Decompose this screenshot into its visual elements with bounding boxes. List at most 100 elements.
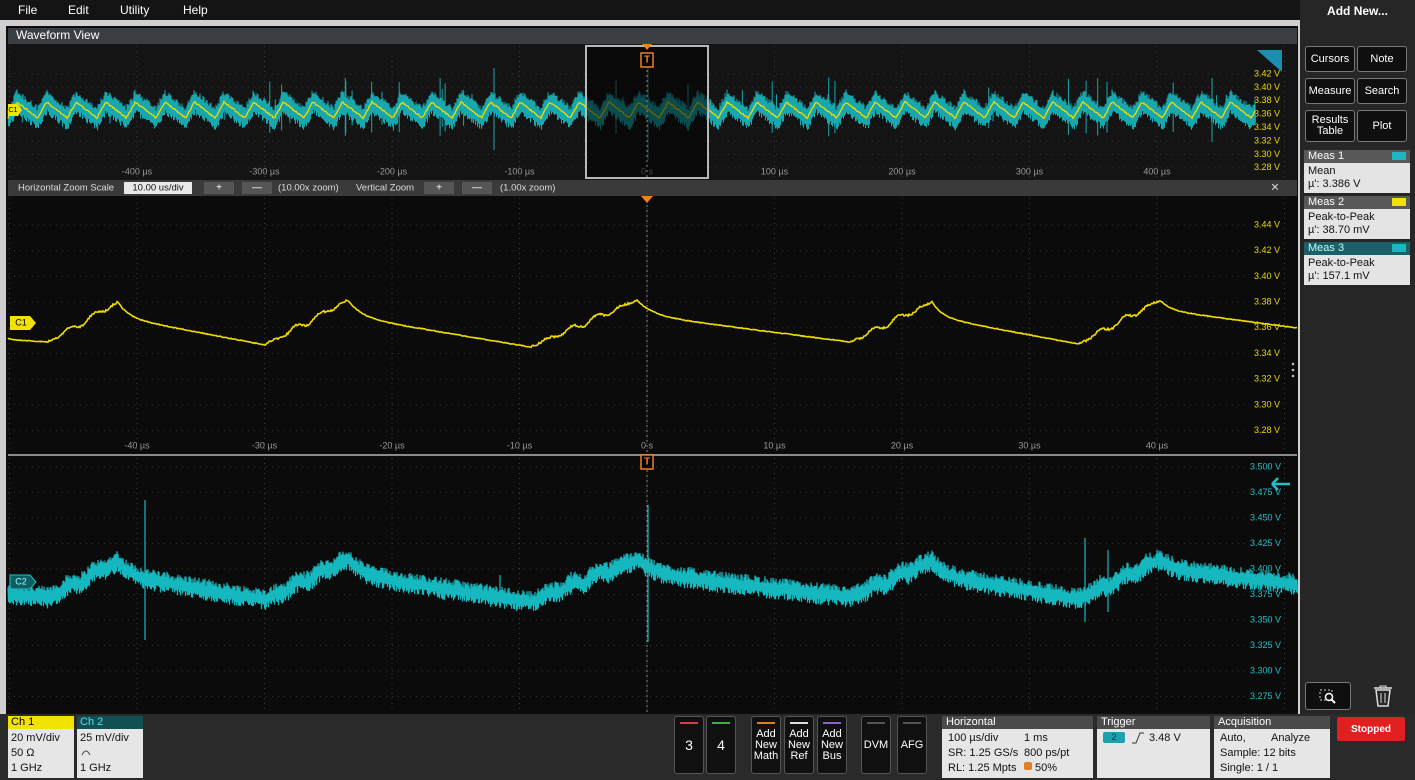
x-tick-label: 200 µs [888, 166, 916, 176]
add-math-label: Add New Math [753, 727, 779, 762]
meas-header[interactable]: Meas 2 [1304, 196, 1410, 209]
menu-item[interactable]: Utility [120, 3, 150, 17]
ch3-button[interactable]: 3 [674, 716, 704, 774]
trigger-marker-label: T [644, 457, 650, 468]
h-scale: 100 µs/div [948, 732, 999, 744]
menu-item[interactable]: File [18, 3, 38, 17]
zoom-tool-button[interactable] [1305, 682, 1351, 710]
x-tick-label: -400 µs [122, 166, 153, 176]
search-button[interactable]: Search [1357, 78, 1407, 104]
x-tick-label: 300 µs [1016, 166, 1044, 176]
menu-item[interactable]: Help [183, 3, 208, 17]
y-tick-label: 3.30 V [1254, 149, 1280, 159]
trigger-source: 2 [1103, 732, 1125, 743]
x-tick-label: -40 µs [124, 440, 150, 450]
meas-source-tag [1392, 198, 1406, 206]
x-tick-label: 30 µs [1018, 440, 1041, 450]
cursors-button[interactable]: Cursors [1305, 46, 1355, 72]
y-tick-label: 3.34 V [1254, 348, 1280, 358]
h-duration: 1 ms [1024, 732, 1048, 744]
h-zoom-factor: (10.00x zoom) [278, 183, 339, 194]
y-tick-label: 3.500 V [1250, 461, 1281, 471]
view-title: Waveform View [16, 28, 100, 42]
acquisition-badge[interactable]: Acquisition Auto, Analyze Sample: 12 bit… [1214, 716, 1330, 778]
plot-button[interactable]: Plot [1357, 110, 1407, 142]
add-bus-label: Add New Bus [820, 727, 843, 762]
x-tick-label: 20 µs [891, 440, 914, 450]
dvm-label: DVM [863, 738, 889, 751]
ch1-badge[interactable]: Ch 1 20 mV/div 50 Ω 1 GHz [8, 716, 74, 778]
x-tick-label: 100 µs [761, 166, 789, 176]
meas-body[interactable]: Mean µ': 3.386 V [1304, 163, 1410, 193]
add-bus-button[interactable]: Add New Bus [817, 716, 847, 774]
y-tick-label: 3.450 V [1250, 512, 1281, 522]
ch1-zoom-trace [7, 298, 1298, 349]
sidebar-title: Add New... [1327, 4, 1388, 18]
y-tick-label: 3.44 V [1254, 219, 1280, 229]
ch2-scale: 25 mV/div [80, 732, 129, 744]
meas-type: Peak-to-Peak [1308, 257, 1375, 269]
channel-tag-label: C2 [15, 576, 27, 586]
y-tick-label: 3.42 V [1254, 245, 1280, 255]
y-tick-label: 3.425 V [1250, 538, 1281, 548]
menu-item[interactable]: Edit [68, 3, 89, 17]
meas-header[interactable]: Meas 3 [1304, 242, 1410, 255]
ch4-button[interactable]: 4 [706, 716, 736, 774]
meas-source-tag [1392, 244, 1406, 252]
trigger-badge[interactable]: Trigger 2 3.48 V [1097, 716, 1210, 778]
measure-button[interactable]: Measure [1305, 78, 1355, 104]
y-tick-label: 3.300 V [1250, 665, 1281, 675]
zoom-out-button[interactable] [242, 182, 272, 194]
horizontal-badge[interactable]: Horizontal 100 µs/div 1 ms SR: 1.25 GS/s… [942, 716, 1093, 778]
y-tick-label: 3.325 V [1250, 640, 1281, 650]
y-tick-label: 3.42 V [1254, 68, 1280, 78]
x-tick-label: -200 µs [377, 166, 408, 176]
h-position-icon [1024, 762, 1032, 770]
y-tick-label: 3.38 V [1254, 296, 1280, 306]
acq-count: Single: 1 / 1 [1220, 762, 1279, 774]
zoom-close[interactable]: × [1271, 179, 1279, 195]
ch4-label: 4 [717, 736, 725, 753]
zoom-scale-field[interactable] [124, 182, 192, 194]
horizontal-title: Horizontal [942, 716, 1093, 729]
run-stop-button[interactable]: Stopped [1337, 717, 1405, 741]
delete-icon[interactable] [1372, 684, 1394, 708]
trigger-settings: 2 3.48 V [1097, 729, 1210, 778]
zoom-panel-1 [8, 196, 1297, 454]
afg-button[interactable]: AFG [897, 716, 927, 774]
x-tick-label: 400 µs [1143, 166, 1171, 176]
y-tick-label: 3.30 V [1254, 399, 1280, 409]
meas-header[interactable]: Meas 1 [1304, 150, 1410, 163]
y-tick-label: 3.28 V [1254, 162, 1280, 172]
v-zoom-in-button[interactable] [424, 182, 454, 194]
channel-tag [10, 316, 36, 330]
add-math-button[interactable]: Add New Math [751, 716, 781, 774]
channel-tag-label: C1 [15, 317, 27, 327]
meas-value: µ': 157.1 mV [1308, 270, 1370, 282]
zoom-in-button[interactable] [204, 182, 234, 194]
ch2-badge[interactable]: Ch 2 25 mV/div 1 GHz [77, 716, 143, 778]
zoom-scale-value: 10.00 us/div [132, 183, 183, 194]
trigger-level: 3.48 V [1149, 732, 1181, 744]
trigger-marker [640, 454, 654, 470]
dvm-button[interactable]: DVM [861, 716, 891, 774]
channel-tag [8, 104, 22, 116]
v-zoom-out-button[interactable] [462, 182, 492, 194]
x-tick-label: -30 µs [252, 440, 278, 450]
trigger-marker-label: T [644, 55, 650, 66]
meas-body[interactable]: Peak-to-Peak µ': 38.70 mV [1304, 209, 1410, 239]
v-zoom-factor: (1.00x zoom) [500, 183, 555, 194]
meas-body[interactable]: Peak-to-Peak µ': 157.1 mV [1304, 255, 1410, 285]
ch2-settings: 25 mV/div 1 GHz [77, 729, 143, 778]
meas-type: Mean [1308, 165, 1336, 177]
note-button[interactable]: Note [1357, 46, 1407, 72]
acq-sample: Sample: 12 bits [1220, 747, 1296, 759]
y-tick-label: 3.275 V [1250, 691, 1281, 701]
add-ref-button[interactable]: Add New Ref [784, 716, 814, 774]
settings-bar: Ch 1 20 mV/div 50 Ω 1 GHz Ch 2 25 mV/div… [0, 714, 1415, 780]
results-table-button[interactable]: Results Table [1305, 110, 1355, 142]
y-tick-label: 3.40 V [1254, 82, 1280, 92]
ch2-zoom-trace [7, 500, 1299, 642]
